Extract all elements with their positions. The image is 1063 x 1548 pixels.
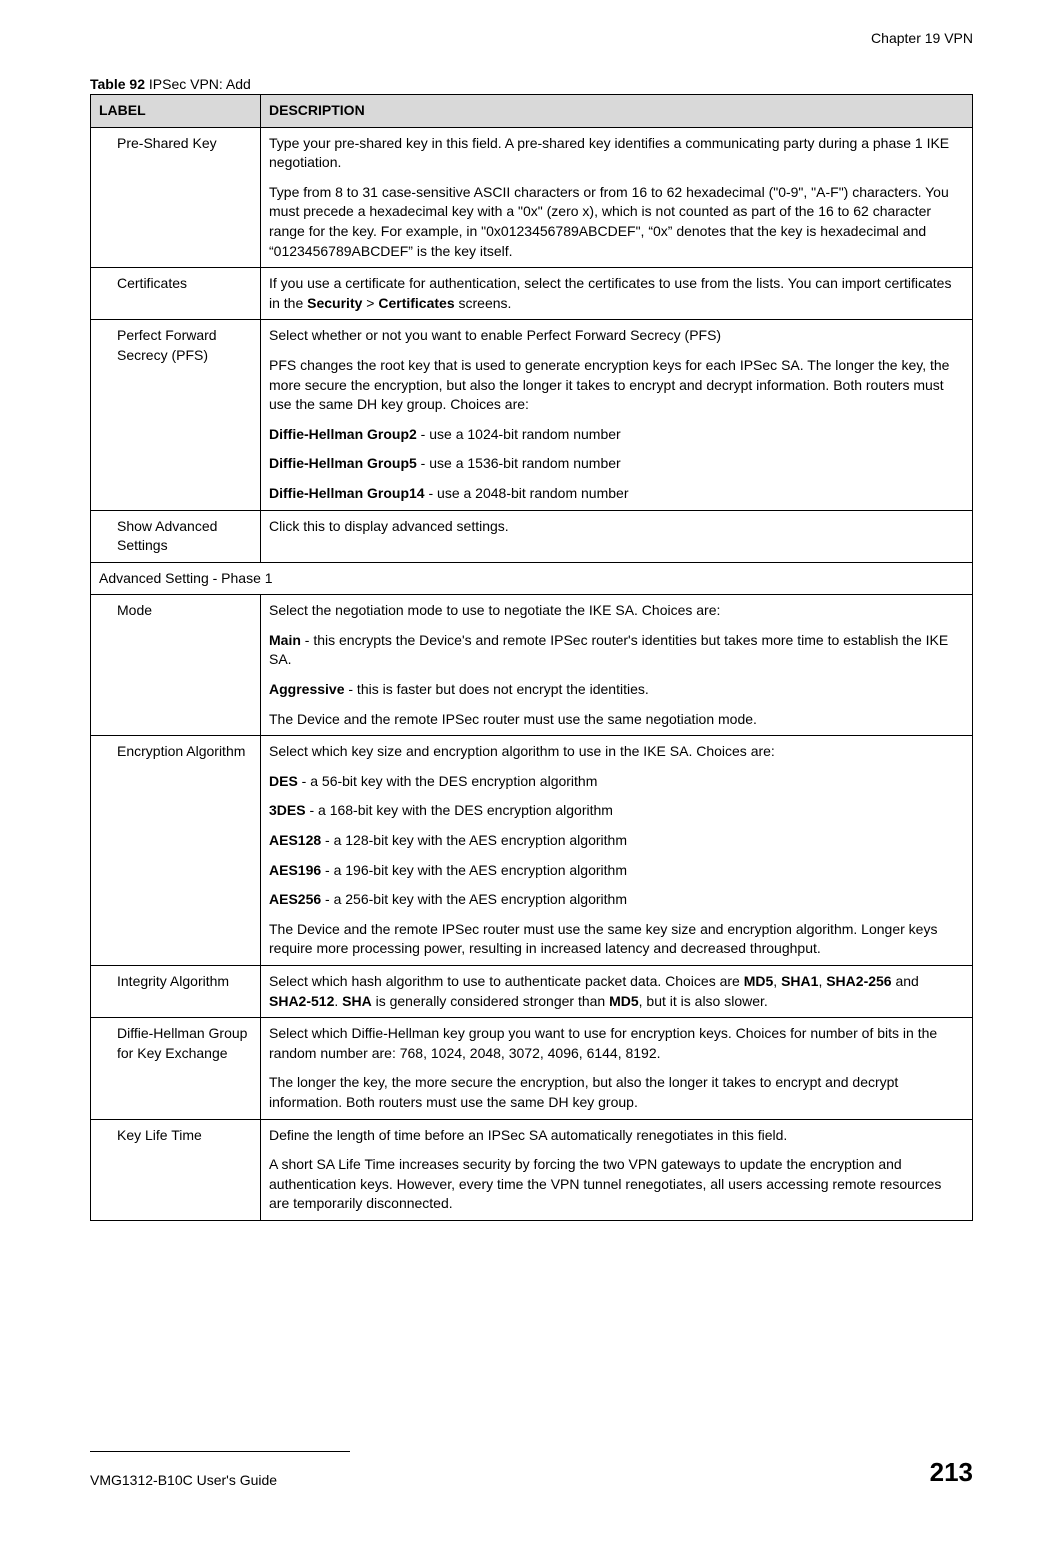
table-row: Show Advanced Settings Click this to disp…	[91, 510, 973, 562]
description-cell: Select the negotiation mode to use to ne…	[261, 595, 973, 736]
description-paragraph: AES128 - a 128-bit key with the AES encr…	[269, 831, 964, 851]
description-paragraph: Select the negotiation mode to use to ne…	[269, 601, 964, 621]
description-paragraph: Main - this encrypts the Device's and re…	[269, 631, 964, 670]
description-cell: Select which key size and encryption alg…	[261, 736, 973, 966]
chapter-title: Chapter 19 VPN	[871, 30, 973, 46]
chapter-header: Chapter 19 VPN	[90, 30, 973, 46]
description-paragraph: Diffie-Hellman Group14 - use a 2048-bit …	[269, 484, 964, 504]
description-paragraph: The Device and the remote IPSec router m…	[269, 920, 964, 959]
description-paragraph: Select which hash algorithm to use to au…	[269, 972, 964, 1011]
description-paragraph: Diffie-Hellman Group2 - use a 1024-bit r…	[269, 425, 964, 445]
table-row: Diffie-Hellman Group for Key ExchangeSel…	[91, 1018, 973, 1119]
section-header-cell: Advanced Setting - Phase 1	[91, 562, 973, 595]
description-paragraph: PFS changes the root key that is used to…	[269, 356, 964, 415]
label-cell: Integrity Algorithm	[91, 966, 261, 1018]
document-page: Chapter 19 VPN Table 92 IPSec VPN: Add L…	[0, 0, 1063, 1548]
description-cell: Select whether or not you want to enable…	[261, 320, 973, 510]
description-paragraph: Define the length of time before an IPSe…	[269, 1126, 964, 1146]
description-paragraph: Type from 8 to 31 case-sensitive ASCII c…	[269, 183, 964, 261]
table-row: Key Life Time Define the length of time b…	[91, 1119, 973, 1220]
table-row: Perfect Forward Secrecy (PFS) Select whet…	[91, 320, 973, 510]
description-paragraph: If you use a certificate for authenticat…	[269, 274, 964, 313]
description-cell: Type your pre-shared key in this field. …	[261, 127, 973, 268]
table-row: CertificatesIf you use a certificate for…	[91, 268, 973, 320]
description-paragraph: 3DES - a 168-bit key with the DES encryp…	[269, 801, 964, 821]
description-paragraph: Type your pre-shared key in this field. …	[269, 134, 964, 173]
label-cell: Certificates	[91, 268, 261, 320]
label-cell: Pre-Shared Key	[91, 127, 261, 268]
footer-guide-title: VMG1312-B10C User's Guide	[90, 1472, 277, 1488]
table-row: Advanced Setting - Phase 1	[91, 562, 973, 595]
description-paragraph: AES196 - a 196-bit key with the AES encr…	[269, 861, 964, 881]
page-footer: VMG1312-B10C User's Guide 213	[90, 1451, 973, 1488]
description-paragraph: Diffie-Hellman Group5 - use a 1536-bit r…	[269, 454, 964, 474]
description-cell: If you use a certificate for authenticat…	[261, 268, 973, 320]
description-paragraph: Select whether or not you want to enable…	[269, 326, 964, 346]
column-header-label: LABEL	[91, 95, 261, 128]
description-paragraph: Select which key size and encryption alg…	[269, 742, 964, 762]
table-row: Pre-Shared KeyType your pre-shared key i…	[91, 127, 973, 268]
table-row: Integrity AlgorithmSelect which hash alg…	[91, 966, 973, 1018]
label-cell: Key Life Time	[91, 1119, 261, 1220]
table-caption: Table 92 IPSec VPN: Add	[90, 76, 973, 92]
description-paragraph: DES - a 56-bit key with the DES encrypti…	[269, 772, 964, 792]
description-cell: Select which hash algorithm to use to au…	[261, 966, 973, 1018]
label-cell: Diffie-Hellman Group for Key Exchange	[91, 1018, 261, 1119]
description-paragraph: A short SA Life Time increases security …	[269, 1155, 964, 1214]
column-header-description: DESCRIPTION	[261, 95, 973, 128]
table-row: Encryption Algorithm Select which key siz…	[91, 736, 973, 966]
table-header-row: LABEL DESCRIPTION	[91, 95, 973, 128]
label-cell: Perfect Forward Secrecy (PFS)	[91, 320, 261, 510]
footer-page-number: 213	[930, 1457, 973, 1488]
description-cell: Click this to display advanced settings.	[261, 510, 973, 562]
description-cell: Select which Diffie-Hellman key group yo…	[261, 1018, 973, 1119]
table-caption-number: Table 92	[90, 76, 145, 92]
table-row: Mode Select the negotiation mode to use t…	[91, 595, 973, 736]
description-paragraph: The Device and the remote IPSec router m…	[269, 710, 964, 730]
description-paragraph: The longer the key, the more secure the …	[269, 1073, 964, 1112]
description-paragraph: AES256 - a 256-bit key with the AES encr…	[269, 890, 964, 910]
table-body: Pre-Shared KeyType your pre-shared key i…	[91, 127, 973, 1220]
label-cell: Encryption Algorithm	[91, 736, 261, 966]
description-paragraph: Click this to display advanced settings.	[269, 517, 964, 537]
description-cell: Define the length of time before an IPSe…	[261, 1119, 973, 1220]
table-caption-title: IPSec VPN: Add	[145, 76, 251, 92]
description-paragraph: Select which Diffie-Hellman key group yo…	[269, 1024, 964, 1063]
footer-rule	[90, 1451, 350, 1452]
ipsec-vpn-add-table: LABEL DESCRIPTION Pre-Shared KeyType you…	[90, 94, 973, 1221]
description-paragraph: Aggressive - this is faster but does not…	[269, 680, 964, 700]
label-cell: Show Advanced Settings	[91, 510, 261, 562]
label-cell: Mode	[91, 595, 261, 736]
